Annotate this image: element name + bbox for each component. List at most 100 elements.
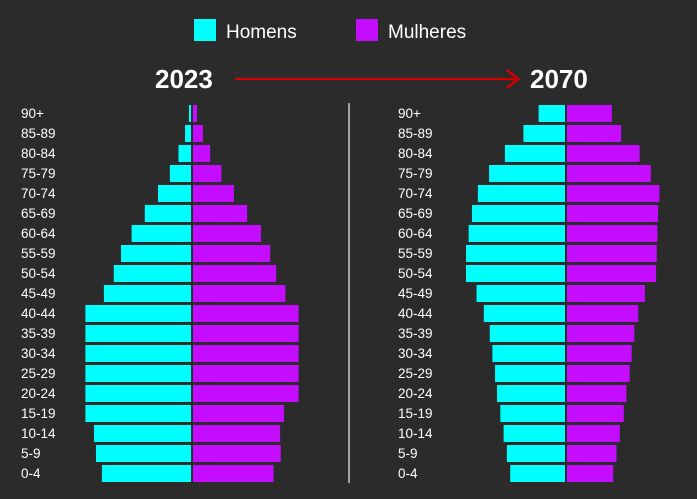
age-label: 50-54: [21, 266, 56, 281]
year-title-end: 2070: [530, 64, 588, 94]
age-label: 35-39: [21, 326, 56, 341]
age-label: 35-39: [398, 326, 433, 341]
bar-women: [567, 445, 617, 462]
legend-label-men: Homens: [226, 22, 297, 43]
bar-men: [468, 225, 565, 242]
bar-women: [567, 465, 614, 482]
age-label: 90+: [21, 106, 44, 121]
bar-women: [567, 305, 639, 322]
age-label: 80-84: [21, 146, 56, 161]
bar-women: [193, 385, 299, 402]
age-label: 55-59: [398, 246, 433, 261]
age-label: 5-9: [398, 446, 418, 461]
bar-women: [567, 285, 645, 302]
age-label: 65-69: [21, 206, 56, 221]
age-label: 55-59: [21, 246, 56, 261]
age-label: 0-4: [398, 466, 418, 481]
bar-men: [510, 465, 565, 482]
pyramid-2070: 90+ 85-89 80-84 75-79 70-74 65-69 60-64 55-59 50…: [398, 105, 660, 482]
bar-women: [193, 225, 261, 242]
bar-men: [495, 365, 565, 382]
bar-men: [169, 165, 191, 182]
bar-women: [193, 305, 299, 322]
bar-women: [567, 325, 635, 342]
age-label: 25-29: [21, 366, 56, 381]
age-label: 10-14: [21, 426, 56, 441]
age-label: 30-34: [398, 346, 433, 361]
bar-women: [193, 445, 281, 462]
age-label: 0-4: [21, 466, 41, 481]
bar-men: [500, 405, 565, 422]
bar-women: [567, 245, 657, 262]
age-label: 85-89: [398, 126, 433, 141]
bar-women: [567, 125, 622, 142]
bar-women: [567, 145, 640, 162]
bar-men: [85, 305, 191, 322]
bar-men: [185, 125, 191, 142]
bar-men: [538, 105, 565, 122]
age-label: 10-14: [398, 426, 433, 441]
bar-men: [85, 325, 191, 342]
bar-men: [189, 105, 191, 122]
bar-men: [85, 405, 191, 422]
bar-women: [567, 185, 660, 202]
bar-men: [85, 345, 191, 362]
bar-women: [193, 145, 211, 162]
bar-men: [121, 245, 191, 262]
year-title-start: 2023: [155, 64, 213, 94]
age-label: 40-44: [398, 306, 433, 321]
bar-women: [567, 205, 659, 222]
bar-women: [567, 225, 658, 242]
bar-women: [193, 105, 197, 122]
bar-men: [471, 205, 565, 222]
age-label: 20-24: [21, 386, 56, 401]
bar-men: [113, 265, 191, 282]
bar-men: [101, 465, 191, 482]
age-label: 15-19: [398, 406, 433, 421]
bar-women: [193, 425, 281, 442]
bar-men: [489, 325, 565, 342]
bar-men: [466, 265, 565, 282]
age-label: 90+: [398, 106, 421, 121]
bar-men: [492, 345, 565, 362]
bar-women: [193, 125, 203, 142]
age-label: 75-79: [398, 166, 433, 181]
bar-men: [466, 245, 565, 262]
bar-women: [193, 325, 299, 342]
age-label: 80-84: [398, 146, 433, 161]
bar-women: [567, 385, 627, 402]
bar-women: [567, 425, 620, 442]
bar-women: [193, 265, 277, 282]
bar-men: [523, 125, 565, 142]
pyramid-2023: 90+ 85-89 80-84 75-79 70-74 65-69 60-64 55-59 50…: [21, 105, 299, 482]
age-label: 70-74: [398, 186, 433, 201]
age-label: 25-29: [398, 366, 433, 381]
age-label: 60-64: [21, 226, 56, 241]
age-label: 15-19: [21, 406, 56, 421]
bar-women: [193, 405, 285, 422]
bar-men: [93, 425, 191, 442]
bar-men: [489, 165, 565, 182]
bar-men: [497, 385, 565, 402]
bar-women: [567, 345, 632, 362]
age-label: 65-69: [398, 206, 433, 221]
age-label: 75-79: [21, 166, 56, 181]
bar-men: [144, 205, 191, 222]
age-label: 60-64: [398, 226, 433, 241]
bar-men: [483, 305, 565, 322]
legend-swatch-men: [194, 19, 216, 41]
bar-women: [193, 205, 248, 222]
bar-men: [131, 225, 191, 242]
age-label: 70-74: [21, 186, 56, 201]
bar-women: [193, 365, 299, 382]
age-label: 50-54: [398, 266, 433, 281]
bar-women: [567, 405, 624, 422]
legend: Homens Mulheres: [194, 19, 466, 43]
bar-men: [477, 185, 565, 202]
bar-women: [193, 185, 234, 202]
bar-men: [103, 285, 191, 302]
bar-men: [85, 385, 191, 402]
transition-arrow-icon: [235, 68, 521, 90]
age-label: 45-49: [21, 286, 56, 301]
